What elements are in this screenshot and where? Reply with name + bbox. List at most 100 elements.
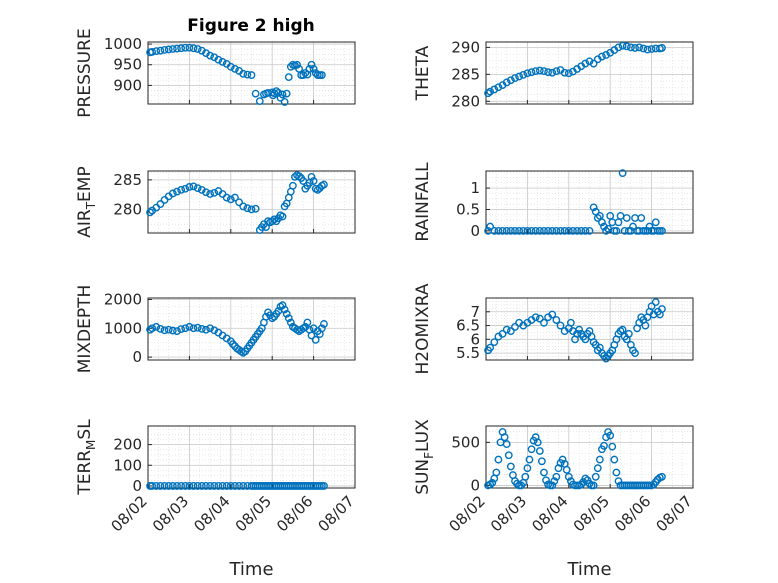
data-point: [185, 183, 194, 191]
data-point: [235, 482, 243, 490]
data-point: [193, 482, 202, 490]
ytick-label: 7: [470, 303, 480, 321]
subplot-pressure: 900 950 1000 PRESSURE: [75, 28, 356, 118]
data-point: [181, 184, 190, 193]
ytick-label: 285: [113, 171, 142, 189]
data-point: [527, 68, 536, 77]
data-point: [181, 482, 190, 490]
data-point: [560, 68, 569, 77]
data-point: [637, 214, 646, 222]
data-point: [152, 47, 161, 55]
data-point: [222, 193, 231, 202]
data-point: [288, 181, 297, 190]
data-point: [647, 302, 656, 311]
data-point: [214, 55, 223, 64]
data-point: [247, 205, 256, 214]
subplot-h2omixra: 5.566.57 H2OMIXRA: [413, 283, 694, 375]
data-point: [189, 482, 198, 490]
data-point: [189, 182, 198, 191]
data-point: [484, 89, 492, 98]
data-point: [173, 482, 181, 490]
data-point: [193, 184, 202, 193]
ytick-label: 285: [451, 65, 480, 83]
data-point: [585, 479, 594, 488]
data-point: [548, 481, 557, 490]
data-point: [243, 70, 252, 79]
data-point: [278, 301, 287, 310]
data-point: [228, 340, 237, 349]
data-point: [164, 482, 173, 490]
data-point: [301, 69, 310, 77]
data-point: [581, 474, 590, 483]
data-point: [206, 482, 215, 490]
data-point: [631, 44, 639, 52]
data-point: [548, 226, 557, 235]
data-point: [177, 44, 186, 53]
xtick-label: 08/05: [232, 492, 275, 535]
ylabel: PRESSURE: [75, 28, 95, 117]
data-point: [210, 326, 219, 335]
data-point: [156, 200, 165, 208]
data-point: [533, 438, 542, 447]
data-point: [317, 324, 326, 333]
data-point: [251, 89, 260, 98]
ytick-label: 0.5: [456, 200, 480, 218]
data-point: [564, 226, 573, 235]
ytick-label: 1000: [104, 35, 142, 53]
data-point: [500, 433, 509, 442]
axes-box: [485, 170, 694, 234]
data-point: [189, 44, 198, 53]
axes-box: [485, 41, 694, 105]
data-point: [598, 52, 606, 61]
data-point: [552, 67, 561, 76]
data-point: [600, 441, 608, 450]
data-point: [222, 482, 231, 490]
data-point: [202, 325, 210, 334]
data-point: [535, 226, 544, 235]
data-point: [618, 41, 627, 50]
data-point: [303, 318, 312, 327]
data-point: [537, 457, 546, 466]
data-point: [506, 226, 515, 235]
ytick-label: 6.5: [456, 317, 480, 335]
data-point: [168, 482, 177, 490]
data-point: [197, 324, 206, 333]
data-point: [631, 214, 639, 222]
data-point: [647, 45, 656, 53]
data-point: [556, 321, 565, 330]
data-point: [544, 68, 552, 77]
data-point: [307, 173, 316, 181]
data-point: [320, 482, 328, 490]
data-point: [148, 324, 157, 333]
data-point: [515, 226, 524, 235]
ytick-label: 200: [113, 436, 142, 454]
data-point: [502, 440, 511, 448]
data-point: [210, 188, 219, 197]
data-point: [270, 89, 279, 98]
subplot-rainfall: 0 0.5 1 RAINFALL: [413, 162, 694, 242]
data-point: [511, 226, 519, 235]
data-point: [206, 51, 215, 60]
data-point: [160, 326, 169, 335]
data-point: [658, 44, 666, 52]
data-point: [589, 203, 598, 212]
xtick-label: 08/04: [190, 492, 233, 535]
data-point: [173, 187, 181, 196]
data-point: [270, 215, 279, 224]
subplot-mixdepth: 0 1000 2000 MIXDEPTH: [75, 285, 356, 373]
data-point: [168, 189, 177, 198]
data-point: [515, 72, 524, 81]
data-point: [239, 69, 248, 78]
ylabel: RAINFALL: [413, 162, 433, 242]
ytick-label: 500: [451, 433, 480, 451]
ylabel: TERRMSL: [75, 419, 98, 496]
data-point: [210, 482, 219, 490]
data-point: [581, 59, 590, 68]
data-point: [146, 208, 154, 217]
data-point: [602, 51, 610, 59]
data-point: [548, 68, 557, 77]
data-point: [320, 320, 328, 328]
data-point: [651, 298, 660, 307]
data-point: [608, 442, 617, 451]
